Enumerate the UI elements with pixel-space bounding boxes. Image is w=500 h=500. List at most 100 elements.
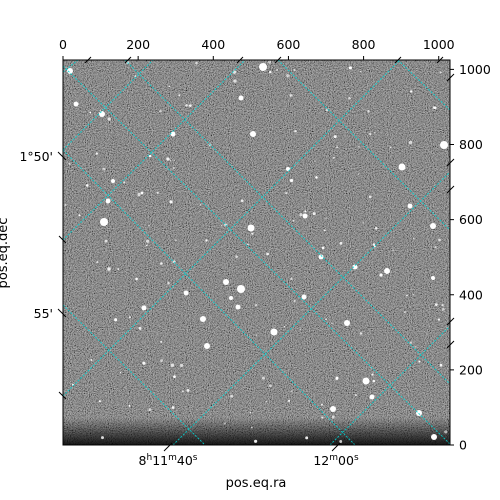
edge-tick [436, 56, 444, 64]
star [389, 146, 392, 149]
star [251, 232, 254, 235]
star [90, 358, 93, 362]
star [141, 305, 147, 311]
coordinate-grid [63, 60, 450, 445]
plot-frame [62, 59, 451, 446]
star [255, 334, 258, 336]
x-pixel-tick-label: 800 [352, 37, 376, 52]
star [223, 279, 229, 285]
star [314, 160, 316, 163]
star [199, 204, 202, 206]
star [89, 111, 92, 114]
star [237, 285, 245, 293]
star [233, 79, 237, 83]
star [431, 434, 437, 440]
star [268, 60, 272, 64]
star [229, 296, 233, 300]
star [262, 376, 265, 380]
star [137, 192, 141, 197]
star [374, 227, 378, 230]
star [331, 415, 335, 419]
dec-tick [57, 308, 67, 318]
star [270, 328, 278, 336]
star [160, 359, 164, 363]
star [302, 213, 308, 219]
star [186, 388, 190, 392]
star [285, 192, 288, 195]
star [293, 299, 296, 303]
dec-tick-label: 1°50' [19, 149, 53, 164]
ra-tick-label: 12m00s [313, 453, 359, 468]
star [254, 303, 258, 307]
edge-tick [236, 56, 244, 64]
star [348, 66, 352, 70]
star [286, 74, 290, 78]
star [290, 277, 293, 281]
star [312, 212, 316, 216]
star [114, 318, 118, 322]
star [368, 195, 372, 199]
star [332, 156, 335, 159]
star [170, 131, 176, 137]
star [205, 239, 208, 242]
star [145, 239, 150, 243]
star [235, 255, 238, 259]
star [67, 68, 73, 74]
star [145, 244, 148, 247]
star [373, 132, 376, 134]
dec-tick [57, 151, 67, 161]
star [160, 340, 163, 343]
grid-line [329, 325, 450, 445]
star [293, 68, 296, 71]
star [100, 218, 108, 226]
star [408, 140, 413, 145]
star [292, 219, 295, 222]
star [304, 210, 307, 213]
star [247, 243, 249, 246]
star [352, 264, 358, 270]
dec-tick-label: 55' [34, 306, 53, 321]
grid-line [124, 60, 450, 385]
star [266, 252, 269, 256]
star [406, 294, 408, 297]
grid-line [63, 60, 246, 241]
grid-line [63, 60, 154, 151]
x-pixel-tick-label: 600 [277, 37, 301, 52]
x-pixel-tick-label: 0 [59, 37, 67, 52]
star [315, 176, 318, 179]
star [73, 101, 79, 107]
star [85, 184, 89, 187]
sky-image [63, 60, 450, 445]
star [431, 276, 435, 280]
star [142, 361, 146, 365]
star [173, 375, 176, 378]
x-pixel-tick-label: 200 [126, 37, 150, 52]
edge-tick [446, 185, 455, 194]
star [156, 191, 159, 194]
star [107, 267, 111, 271]
star [336, 146, 339, 149]
star [437, 318, 441, 321]
x-pixel-tick-label: 400 [201, 37, 225, 52]
star [360, 71, 362, 73]
star [305, 436, 309, 440]
star [169, 159, 171, 162]
star [107, 117, 111, 121]
star [175, 239, 177, 241]
star [325, 318, 327, 320]
grid-line [63, 304, 206, 445]
star [330, 406, 336, 412]
star [96, 261, 99, 264]
star [372, 379, 376, 383]
star [276, 69, 279, 71]
star [140, 191, 144, 195]
star [434, 246, 437, 249]
star [235, 304, 241, 310]
star [68, 162, 71, 165]
star [160, 262, 163, 265]
x-pixel-tick-label: 1000 [423, 37, 455, 52]
star [348, 97, 351, 100]
star [318, 254, 324, 260]
star [223, 422, 226, 425]
star [358, 146, 360, 148]
